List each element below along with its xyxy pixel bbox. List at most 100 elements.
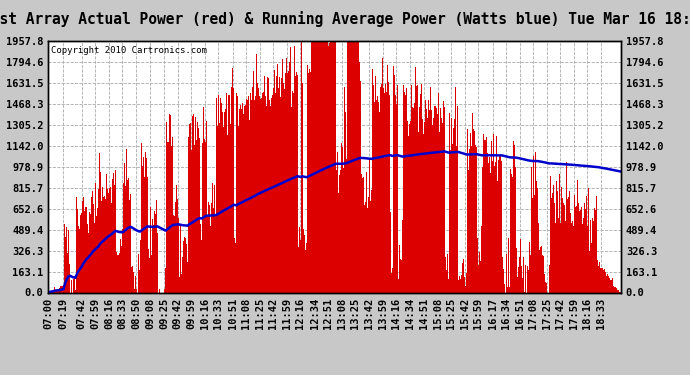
- Bar: [155, 214, 156, 292]
- Bar: [533, 158, 534, 292]
- Bar: [542, 255, 543, 292]
- Bar: [331, 41, 333, 292]
- Bar: [387, 65, 388, 292]
- Bar: [464, 277, 465, 292]
- Bar: [498, 160, 499, 292]
- Bar: [238, 126, 239, 292]
- Bar: [56, 290, 57, 292]
- Bar: [424, 122, 425, 292]
- Bar: [311, 41, 313, 292]
- Bar: [457, 142, 458, 292]
- Bar: [465, 286, 466, 292]
- Bar: [369, 159, 370, 292]
- Bar: [472, 113, 473, 292]
- Bar: [134, 289, 135, 292]
- Bar: [534, 195, 535, 292]
- Bar: [111, 203, 112, 292]
- Bar: [268, 78, 269, 292]
- Bar: [482, 166, 483, 292]
- Bar: [66, 226, 67, 292]
- Bar: [531, 166, 532, 292]
- Bar: [107, 189, 108, 292]
- Bar: [351, 41, 352, 292]
- Bar: [314, 41, 315, 292]
- Bar: [82, 201, 83, 292]
- Bar: [513, 183, 514, 292]
- Bar: [125, 154, 126, 292]
- Bar: [106, 174, 107, 292]
- Bar: [76, 197, 77, 292]
- Bar: [198, 128, 199, 292]
- Bar: [575, 207, 576, 292]
- Bar: [600, 266, 602, 292]
- Bar: [540, 246, 541, 292]
- Bar: [77, 209, 78, 292]
- Bar: [591, 243, 592, 292]
- Bar: [232, 103, 233, 292]
- Bar: [217, 126, 218, 292]
- Bar: [67, 253, 68, 292]
- Bar: [143, 157, 144, 292]
- Bar: [110, 188, 111, 292]
- Bar: [235, 280, 237, 292]
- Bar: [335, 41, 336, 292]
- Bar: [514, 146, 515, 292]
- Bar: [350, 41, 351, 292]
- Bar: [68, 230, 69, 292]
- Bar: [549, 154, 551, 292]
- Bar: [409, 124, 410, 292]
- Bar: [357, 41, 358, 292]
- Bar: [389, 95, 390, 292]
- Bar: [194, 145, 195, 292]
- Bar: [181, 274, 182, 292]
- Bar: [133, 272, 134, 292]
- Bar: [354, 41, 355, 292]
- Bar: [336, 170, 337, 292]
- Bar: [263, 92, 264, 292]
- Bar: [604, 267, 605, 292]
- Bar: [103, 197, 104, 292]
- Bar: [493, 158, 495, 292]
- Bar: [173, 215, 174, 292]
- Bar: [168, 140, 169, 292]
- Text: Copyright 2010 Cartronics.com: Copyright 2010 Cartronics.com: [51, 46, 207, 55]
- Bar: [556, 181, 557, 292]
- Bar: [52, 289, 54, 292]
- Bar: [290, 107, 291, 292]
- Bar: [487, 153, 488, 292]
- Bar: [467, 129, 468, 292]
- Bar: [406, 117, 407, 292]
- Bar: [291, 96, 293, 292]
- Bar: [385, 84, 386, 292]
- Bar: [564, 186, 566, 292]
- Bar: [382, 83, 384, 292]
- Bar: [462, 263, 463, 292]
- Bar: [368, 197, 369, 292]
- Bar: [216, 231, 217, 292]
- Bar: [59, 288, 60, 292]
- Bar: [124, 163, 125, 292]
- Bar: [284, 89, 285, 292]
- Bar: [222, 112, 223, 292]
- Bar: [453, 144, 455, 292]
- Bar: [299, 225, 300, 292]
- Bar: [320, 41, 321, 292]
- Bar: [87, 224, 88, 292]
- Bar: [92, 186, 93, 292]
- Bar: [343, 115, 344, 292]
- Bar: [247, 100, 248, 292]
- Bar: [408, 136, 409, 292]
- Bar: [495, 162, 496, 292]
- Bar: [86, 207, 87, 292]
- Bar: [401, 260, 402, 292]
- Bar: [250, 100, 252, 292]
- Bar: [355, 41, 356, 292]
- Bar: [563, 202, 564, 292]
- Bar: [204, 139, 205, 292]
- Bar: [524, 291, 525, 292]
- Bar: [157, 233, 158, 292]
- Bar: [228, 95, 229, 292]
- Bar: [426, 103, 427, 292]
- Bar: [374, 102, 375, 292]
- Bar: [135, 276, 136, 292]
